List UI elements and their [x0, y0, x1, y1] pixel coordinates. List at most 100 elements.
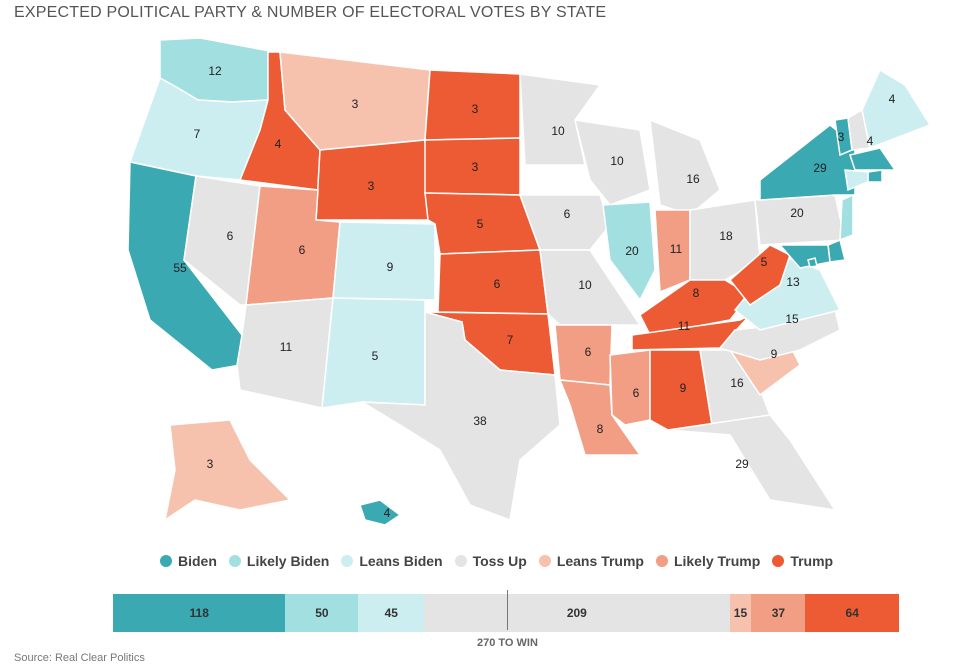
- state-votes-ne: 5: [477, 217, 484, 231]
- state-votes-la: 8: [597, 422, 604, 436]
- state-votes-pa: 20: [790, 206, 804, 220]
- bar-segment-likely-biden: 50: [285, 594, 359, 632]
- state-votes-mn: 10: [551, 124, 565, 138]
- legend-label: Biden: [178, 553, 217, 569]
- bar-segment-value: 50: [315, 606, 329, 620]
- state-il: [602, 201, 656, 302]
- bar-segment-value: 37: [771, 606, 786, 620]
- state-votes-wv: 5: [761, 255, 768, 269]
- state-ms: [609, 349, 651, 426]
- state-votes-vt: 3: [838, 130, 845, 144]
- legend-item-trump: Trump: [772, 553, 833, 569]
- state-ar: [554, 324, 613, 386]
- legend-label: Likely Biden: [246, 553, 330, 569]
- state-la: [558, 379, 642, 456]
- bar-segment-biden: 118: [113, 594, 286, 632]
- bar-segment-value: 45: [384, 606, 398, 620]
- state-votes-tx: 38: [473, 414, 487, 428]
- legend-label: Toss Up: [472, 553, 527, 569]
- state-nj: [839, 193, 854, 242]
- legend-swatch: [655, 555, 668, 567]
- state-ny: [759, 124, 856, 201]
- state-votes-ut: 6: [299, 243, 306, 257]
- legend-item-toss-up: Toss Up: [454, 553, 527, 569]
- legend-item-biden: Biden: [160, 553, 217, 569]
- bar-segment-toss-up: 209: [424, 594, 730, 632]
- legend-item-leans-biden: Leans Biden: [341, 553, 443, 569]
- state-votes-id: 4: [275, 137, 282, 151]
- bar-segment-value: 64: [845, 606, 859, 620]
- chart-title: EXPECTED POLITICAL PARTY & NUMBER OF ELE…: [14, 4, 607, 21]
- state-votes-ks: 6: [494, 277, 501, 291]
- state-nc: [718, 309, 841, 361]
- bar-segment-likely-trump: 37: [751, 594, 806, 632]
- state-wi: [573, 119, 651, 206]
- state-me: [861, 68, 932, 150]
- state-votes-sc: 9: [771, 347, 778, 361]
- state-wv: [728, 244, 791, 307]
- state-votes-nv: 6: [227, 229, 234, 243]
- state-votes-tn: 11: [678, 319, 691, 333]
- state-votes-ia: 6: [564, 207, 571, 221]
- state-hi: [359, 499, 402, 526]
- state-votes-ga: 16: [730, 376, 744, 390]
- bar-segment-leans-trump: 15: [729, 594, 752, 632]
- state-ri: [867, 169, 883, 183]
- state-votes-nm: 5: [372, 349, 379, 363]
- state-tx: [361, 311, 561, 522]
- state-votes-ok: 7: [507, 333, 514, 347]
- state-votes-mi: 16: [686, 172, 700, 186]
- state-votes-al: 9: [680, 381, 687, 395]
- state-mi: [649, 118, 721, 216]
- state-votes-nd: 3: [472, 102, 479, 116]
- state-votes-sd: 3: [472, 160, 479, 174]
- legend-item-leans-trump: Leans Trump: [538, 553, 644, 569]
- bar-segment-value: 15: [733, 606, 748, 620]
- state-de: [827, 238, 846, 263]
- state-votes-wy: 3: [368, 179, 375, 193]
- legend-swatch: [538, 555, 551, 567]
- state-co: [332, 221, 436, 301]
- legend-item-likely-trump: Likely Trump: [655, 553, 760, 569]
- threshold-label: 270 TO WIN: [476, 637, 538, 649]
- bar-segment-value: 118: [189, 606, 209, 620]
- state-votes-ny: 29: [813, 161, 827, 175]
- source-note: Source: Real Clear Politics: [14, 652, 145, 664]
- legend-swatch: [160, 555, 172, 567]
- state-votes-co: 9: [387, 260, 394, 274]
- electoral-vote-bar: 118 50 45 209 15 37 64: [113, 594, 899, 632]
- state-votes-me: 4: [889, 92, 896, 106]
- legend-label: Trump: [790, 553, 834, 569]
- state-votes-mo: 10: [578, 278, 592, 292]
- state-votes-va: 13: [786, 275, 800, 289]
- state-votes-az: 11: [280, 340, 293, 354]
- state-votes-wa: 12: [208, 64, 222, 78]
- us-electoral-map: 12 7 55 6 4 3 3 6 11 9 5 3 3 5 6 7 38 10 6 10 6 8 10 20 16 11 18 8 1…: [127, 37, 932, 526]
- legend-swatch: [772, 555, 785, 567]
- state-ia: [518, 194, 611, 251]
- state-votes-wi: 10: [610, 154, 624, 168]
- state-votes-ak: 3: [207, 457, 214, 471]
- state-votes-ky: 8: [693, 286, 700, 300]
- state-ct: [844, 169, 869, 192]
- state-ak: [163, 419, 292, 522]
- legend-swatch: [454, 555, 467, 567]
- state-votes-ca: 55: [173, 261, 187, 275]
- state-votes-fl: 29: [735, 457, 749, 471]
- state-dc: [807, 257, 818, 268]
- state-ma: [849, 147, 897, 171]
- state-nv: [183, 175, 261, 306]
- state-votes-mt: 3: [352, 97, 359, 111]
- legend-label: Leans Biden: [359, 553, 443, 569]
- state-votes-oh: 18: [719, 229, 733, 243]
- state-votes-hi: 4: [384, 506, 391, 520]
- bar-segment-trump: 64: [805, 594, 899, 632]
- state-votes-or: 7: [194, 127, 201, 141]
- state-votes-ms: 6: [633, 386, 640, 400]
- state-votes-ar: 6: [585, 345, 592, 359]
- threshold-line: [507, 590, 509, 630]
- legend-swatch: [228, 555, 241, 567]
- state-fl: [667, 414, 837, 511]
- state-votes-in: 11: [670, 242, 683, 256]
- legend: Biden Likely Biden Leans Biden Toss Up Leans…: [160, 553, 845, 569]
